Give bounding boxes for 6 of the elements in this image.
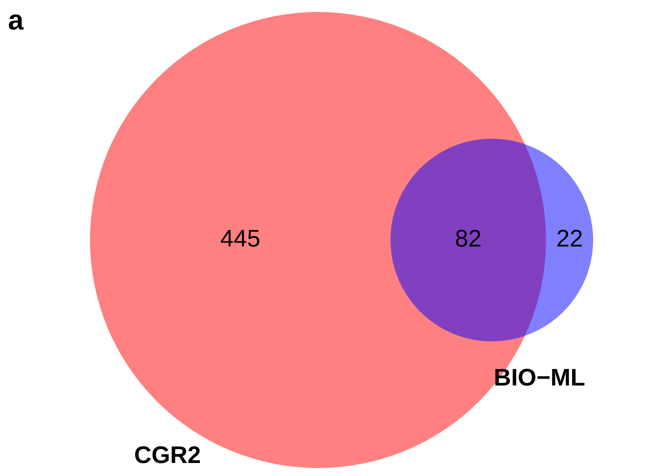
data-label: 82: [454, 226, 482, 253]
data-label: 22: [556, 226, 583, 253]
data-label: 445: [220, 226, 260, 253]
text: BIO−ML: [494, 364, 586, 392]
text: CGR2: [134, 442, 201, 470]
text: a: [8, 4, 24, 36]
